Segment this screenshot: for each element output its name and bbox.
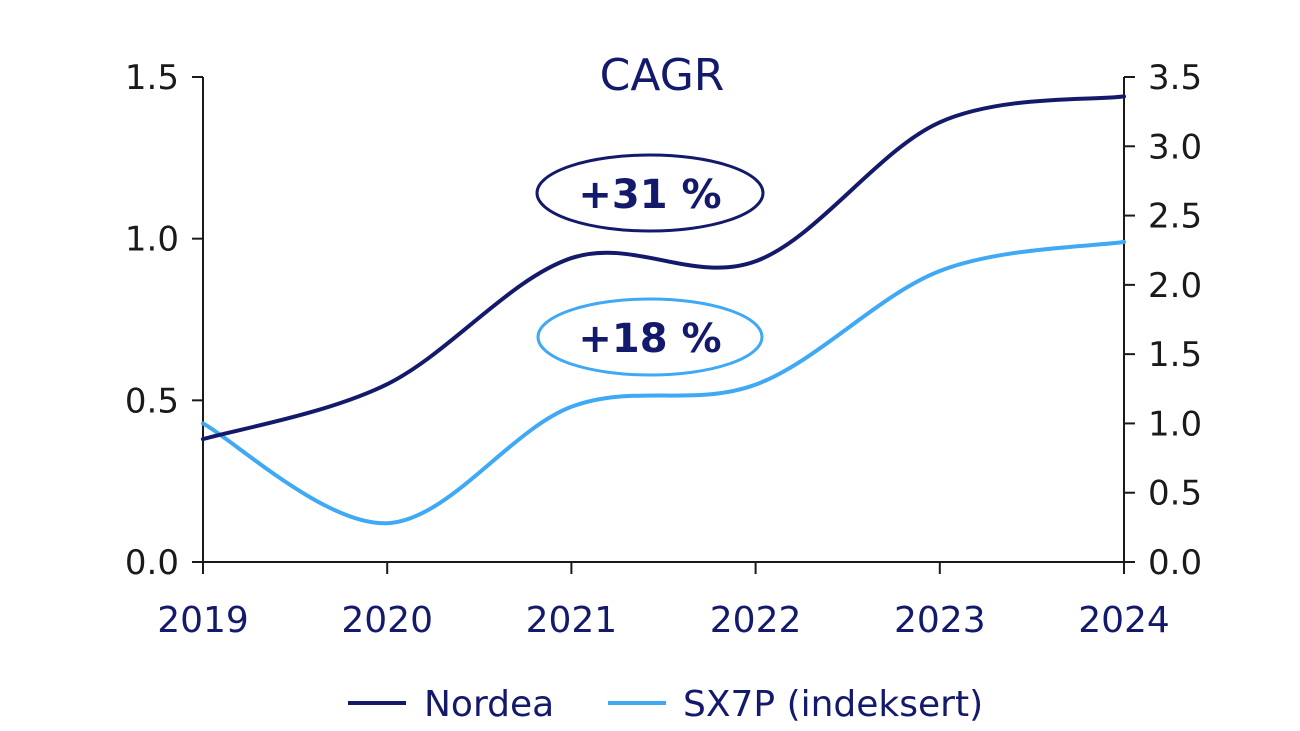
y-right-tick-label: 3.0 xyxy=(1148,127,1202,167)
annotation-sx7p-text: +18 % xyxy=(578,316,721,362)
y-right-tick-label: 0.5 xyxy=(1148,474,1202,514)
chart-title: CAGR xyxy=(600,50,725,101)
annotation-nordea-ellipse xyxy=(535,153,765,233)
series-layer xyxy=(201,94,1126,526)
series-line-nordea xyxy=(201,94,1126,442)
y-left-tick-label: 1.0 xyxy=(125,220,179,260)
annotation-nordea-text: +31 % xyxy=(578,172,721,218)
y-left-tick-label: 1.5 xyxy=(125,58,179,98)
y-right-tick-label: 2.5 xyxy=(1148,197,1202,237)
y-right-tick-label: 2.0 xyxy=(1148,266,1202,306)
series-line-sx7p xyxy=(201,239,1126,526)
x-tick-label: 2021 xyxy=(526,600,618,641)
y-right-tick-label: 0.0 xyxy=(1148,543,1202,583)
x-tick-label: 2022 xyxy=(710,600,802,641)
legend-label-nordea: Nordea xyxy=(424,684,554,725)
annotation-nordea: +31 % xyxy=(535,153,765,233)
legend: Nordea SX7P (indeksert) xyxy=(348,684,983,725)
y-right-tick-label: 1.5 xyxy=(1148,335,1202,375)
y-right-tick-label: 1.0 xyxy=(1148,404,1202,444)
legend-label-sx7p: SX7P (indeksert) xyxy=(683,684,983,725)
annotation-sx7p-ellipse xyxy=(536,297,764,377)
y-right-tick-label: 3.5 xyxy=(1148,58,1202,98)
x-tick-label: 2020 xyxy=(341,600,433,641)
y-left-tick-label: 0.5 xyxy=(125,381,179,421)
y-left-tick-label: 0.0 xyxy=(125,543,179,583)
annotation-sx7p: +18 % xyxy=(536,297,764,377)
x-tick-label: 2024 xyxy=(1078,600,1170,641)
x-tick-label: 2023 xyxy=(894,600,986,641)
x-tick-label: 2019 xyxy=(157,600,249,641)
axes: 0.0 0.5 1.0 1.5 0.0 0.5 1.0 1.5 2.0 2.5 3.0 3.5 2019… xyxy=(125,58,1202,641)
